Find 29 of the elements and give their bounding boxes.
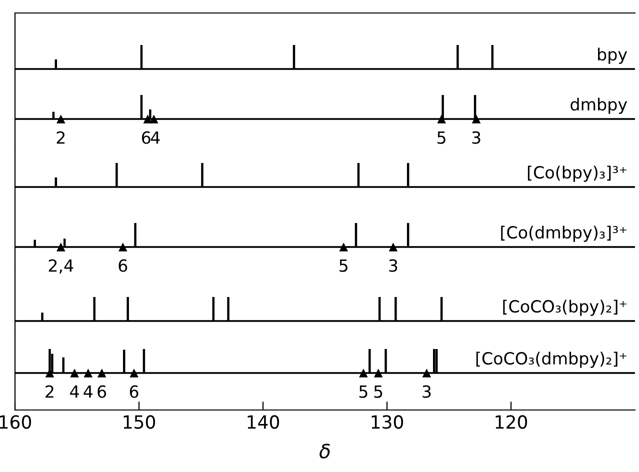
text: 6 bbox=[98, 385, 106, 398]
text: [CoCO₃(dmbpy)₂]⁺ bbox=[476, 352, 626, 368]
text: 3 bbox=[472, 131, 480, 144]
x-tick-label: 160 bbox=[0, 415, 32, 429]
text: 3 bbox=[422, 385, 431, 398]
x-tick-label: 130 bbox=[372, 415, 404, 429]
text: 2 bbox=[46, 385, 54, 398]
x-tick-label: 150 bbox=[124, 415, 156, 429]
text: 4 bbox=[150, 132, 160, 144]
text: dmbpy bbox=[570, 98, 628, 114]
text: 6 bbox=[118, 259, 128, 272]
text: 5 bbox=[340, 260, 348, 272]
x-tick-label: 120 bbox=[496, 415, 528, 429]
text: 6 bbox=[142, 131, 150, 144]
text: [CoCO₃(bpy)₂]⁺ bbox=[503, 300, 626, 316]
text: 4 bbox=[84, 386, 93, 398]
text: 5 bbox=[374, 386, 382, 398]
text: [Co(dmbpy)₃]³⁺ bbox=[501, 226, 626, 242]
text: bpy bbox=[598, 48, 628, 64]
text: [Co(bpy)₃]³⁺ bbox=[528, 166, 626, 182]
text: 2 bbox=[56, 131, 65, 144]
text: 3 bbox=[389, 259, 398, 272]
text: 5 bbox=[359, 386, 368, 398]
text: 6 bbox=[130, 385, 138, 398]
x-tick-label: 140 bbox=[248, 415, 280, 429]
x-axis-title: δ bbox=[320, 444, 330, 458]
text: 4 bbox=[70, 386, 79, 398]
text: 2,4 bbox=[48, 259, 74, 274]
text: 5 bbox=[438, 132, 446, 144]
